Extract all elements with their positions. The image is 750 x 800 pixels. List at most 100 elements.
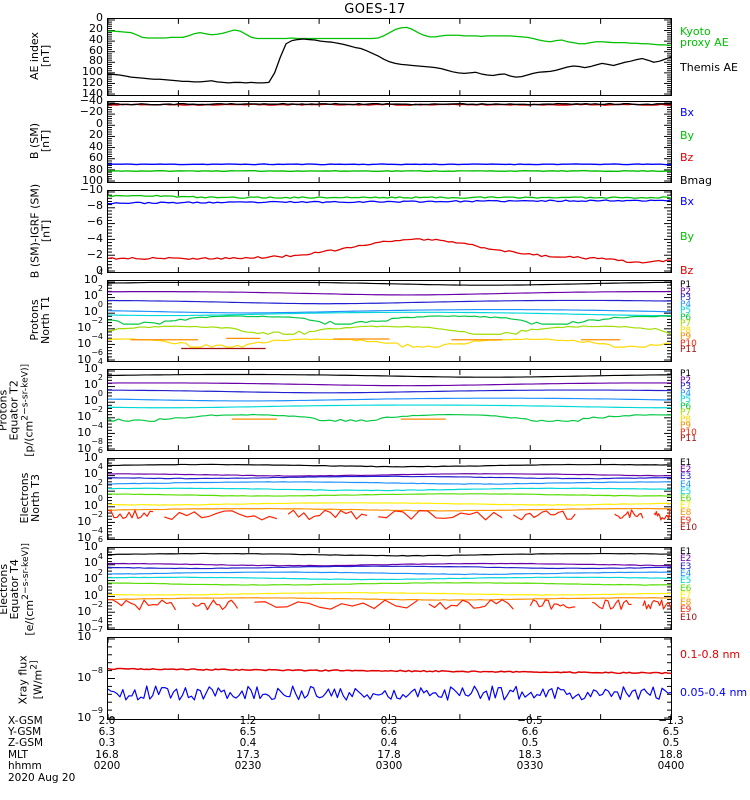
legend-bx: Bx xyxy=(680,195,695,208)
legend-p10: P10 xyxy=(680,427,697,438)
plot-panel-electrons-north-t3 xyxy=(107,458,672,540)
x-axis-row-label: Z-GSM xyxy=(8,737,44,750)
x-axis-table: X-GSM 2.0 1.2 0.3 −0.5 −1.3 Y-GSM 6.3 6.5 6.6 6.6 6… xyxy=(0,715,750,772)
y-tick-label: −6 xyxy=(86,215,103,229)
legend-e2: E2 xyxy=(680,465,692,476)
y-tick-label: 0 xyxy=(96,11,103,24)
legend-e2: E2 xyxy=(680,554,692,565)
x-axis-row-label: MLT xyxy=(8,748,28,761)
legend-p2: P2 xyxy=(680,375,692,386)
legend-p8: P8 xyxy=(680,414,692,425)
y-tick-label: −2 xyxy=(86,247,103,261)
legend-bz: Bz xyxy=(680,264,694,277)
y-tick-label: 100 xyxy=(83,389,103,407)
y-tick-label: 106 xyxy=(83,446,103,464)
x-axis-row-label: Y-GSM xyxy=(8,726,42,739)
legend-e6: E6 xyxy=(680,583,692,594)
legend-p11: P11 xyxy=(680,434,697,445)
y-tick-label: 10−2 xyxy=(77,600,103,618)
x-axis-tick-value: 17.8 xyxy=(377,748,401,761)
legend-p9: P9 xyxy=(680,421,692,432)
legend-p3: P3 xyxy=(680,382,692,393)
y-tick-label: −20 xyxy=(79,105,103,119)
x-axis-tick-value: 18.3 xyxy=(518,748,542,761)
y-tick-label: 100 xyxy=(83,583,103,602)
y-tick-label: 100 xyxy=(82,65,103,79)
y-tick-label: 10−9 xyxy=(77,706,103,724)
x-axis-row-z-gsm: Z-GSM 0.3 0.4 0.4 0.5 0.5 xyxy=(0,738,750,749)
x-axis-tick-value: 0.3 xyxy=(98,737,116,750)
legend-e9: E9 xyxy=(680,605,692,616)
plot-panel-protons-north-t1 xyxy=(107,280,672,362)
y-tick-label: 10−2 xyxy=(77,510,103,528)
x-axis-row-label: hhmm xyxy=(8,759,42,772)
x-axis-tick-value: 0.3 xyxy=(380,715,398,727)
y-tick-label: 60 xyxy=(89,151,103,165)
y-tick-label: 102 xyxy=(83,373,103,391)
y-tick-label: 0 xyxy=(96,264,103,277)
y-tick-label: −40 xyxy=(79,94,103,107)
legend-kyoto-proxy-ae: Kyoto proxy AE xyxy=(680,25,729,49)
legend-p5: P5 xyxy=(680,306,692,317)
legend-e8: E8 xyxy=(680,508,692,519)
y-tick-label: 40 xyxy=(89,139,103,153)
y-tick-label: 80 xyxy=(89,54,103,68)
legend-bz: Bz xyxy=(680,151,694,165)
date-label: 2020 Aug 20 xyxy=(8,772,76,784)
legend-p6: P6 xyxy=(680,312,692,323)
x-axis-tick-value: 1.2 xyxy=(239,715,257,727)
legend-e8: E8 xyxy=(680,598,692,609)
y-tick-label: 104 xyxy=(83,462,103,480)
x-axis-row-label: X-GSM xyxy=(8,715,43,727)
x-axis-tick-value: 0.5 xyxy=(521,737,539,750)
y-tick-label: 20 xyxy=(89,21,103,35)
legend-p11: P11 xyxy=(680,345,697,356)
legend-e6: E6 xyxy=(680,494,692,504)
y-tick-label: 0 xyxy=(96,116,103,130)
x-axis-tick-value: 17.3 xyxy=(236,748,260,761)
legend-e1: E1 xyxy=(680,458,692,468)
legend-p5: P5 xyxy=(680,395,692,406)
legend-e10: E10 xyxy=(680,612,698,623)
x-axis-row-x-gsm: X-GSM 2.0 1.2 0.3 −0.5 −1.3 xyxy=(0,715,750,727)
legend-by: By xyxy=(680,128,695,142)
x-axis-tick-value: 6.3 xyxy=(98,726,116,739)
y-tick-label: −8 xyxy=(86,199,103,213)
y-tick-label: 80 xyxy=(89,162,103,176)
y-tick-label: 60 xyxy=(89,43,103,57)
y-tick-label: 10−8 xyxy=(77,665,103,684)
legend-p6: P6 xyxy=(680,401,692,412)
x-axis-row-hhmm: hhmm 0200 0230 0300 0330 0400 xyxy=(0,759,750,772)
y-tick-label: 140 xyxy=(82,87,103,100)
legend-e10: E10 xyxy=(680,522,698,533)
x-axis-tick-value: 0300 xyxy=(375,759,403,772)
x-axis-tick-value: 6.6 xyxy=(380,726,398,739)
y-tick-label: 100 xyxy=(83,300,103,318)
y-tick-label: 10−4 xyxy=(77,616,103,634)
plot-panel-protons-equator-t2 xyxy=(107,369,672,451)
legend-e4: E4 xyxy=(680,479,692,490)
legend-bx: Bx xyxy=(680,106,695,119)
plot-panel-b-sm xyxy=(107,101,672,183)
x-axis-tick-value: 0230 xyxy=(234,759,262,772)
y-tick-label: 104 xyxy=(83,551,103,570)
y-tick-label: 10−8 xyxy=(77,437,103,455)
legend-e9: E9 xyxy=(680,515,692,526)
plot-panel-ae-index xyxy=(107,18,672,96)
y-tick-label: 102 xyxy=(83,284,103,302)
legend-e1: E1 xyxy=(680,547,692,557)
legend-e3: E3 xyxy=(680,561,692,572)
legend-p7: P7 xyxy=(680,408,692,419)
y-tick-label: 102 xyxy=(83,478,103,496)
legend-e3: E3 xyxy=(680,472,692,483)
legend-p2: P2 xyxy=(680,286,692,297)
y-tick-label: 120 xyxy=(82,76,103,90)
x-axis-tick-value: 0400 xyxy=(657,759,685,772)
legend-p7: P7 xyxy=(680,319,692,330)
y-tick-label: −10 xyxy=(79,183,103,196)
x-axis-tick-value: 0.5 xyxy=(662,737,680,750)
y-tick-label: 104 xyxy=(83,357,103,375)
x-axis-tick-value: −1.3 xyxy=(658,715,684,727)
x-axis-tick-value: 6.6 xyxy=(521,726,539,739)
y-tick-label: 10−4 xyxy=(77,332,103,350)
